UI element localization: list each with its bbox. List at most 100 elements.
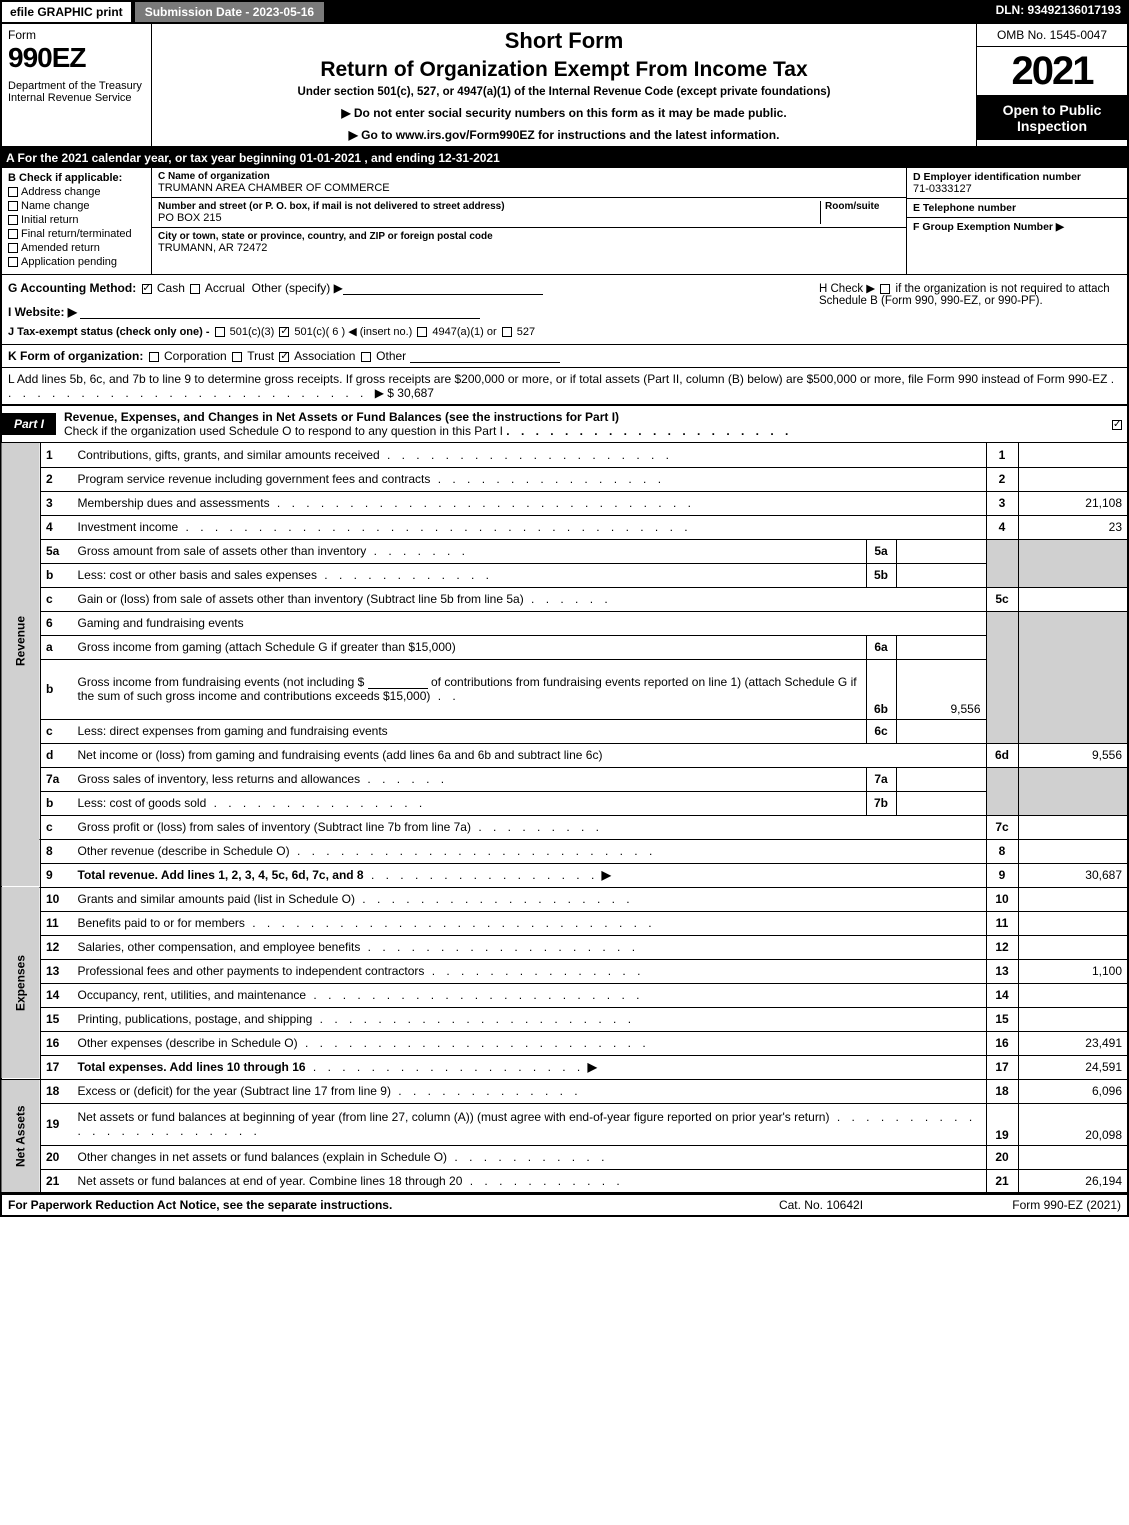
- form-number: 990EZ: [8, 42, 145, 74]
- j-501c3-checkbox[interactable]: [215, 327, 225, 337]
- line-value: 23: [1018, 515, 1128, 539]
- line-desc: Contributions, gifts, grants, and simila…: [73, 443, 987, 467]
- right-line-num: 14: [986, 983, 1018, 1007]
- line-desc: Net assets or fund balances at beginning…: [73, 1103, 987, 1145]
- table-row: Expenses 10 Grants and similar amounts p…: [1, 887, 1128, 911]
- line-num: c: [41, 719, 73, 743]
- b-address-change[interactable]: Address change: [8, 186, 145, 198]
- website-input[interactable]: [80, 305, 480, 319]
- b-opt-label: Final return/terminated: [21, 228, 132, 240]
- sub-line-num: 6c: [866, 719, 896, 743]
- part-i-tab: Part I: [2, 413, 56, 435]
- g-cash-checkbox[interactable]: [142, 284, 152, 294]
- ein-value: 71-0333127: [913, 183, 1121, 195]
- f-label: F Group Exemption Number ▶: [913, 221, 1121, 233]
- j-527-checkbox[interactable]: [502, 327, 512, 337]
- c-name-label: C Name of organization: [158, 171, 900, 182]
- k-other-input[interactable]: [410, 349, 560, 363]
- line-value: [1018, 935, 1128, 959]
- right-line-num: 13: [986, 959, 1018, 983]
- k-corp-checkbox[interactable]: [149, 352, 159, 362]
- line-num: 7a: [41, 767, 73, 791]
- sub-line-value: [896, 719, 986, 743]
- table-row: b Less: cost of goods sold . . . . . . .…: [1, 791, 1128, 815]
- footer-left: For Paperwork Reduction Act Notice, see …: [8, 1198, 721, 1212]
- table-row: 19 Net assets or fund balances at beginn…: [1, 1103, 1128, 1145]
- k-trust-checkbox[interactable]: [232, 352, 242, 362]
- under-section: Under section 501(c), 527, or 4947(a)(1)…: [160, 86, 968, 98]
- b-amended-return[interactable]: Amended return: [8, 242, 145, 254]
- right-line-num: 18: [986, 1079, 1018, 1103]
- page-footer: For Paperwork Reduction Act Notice, see …: [0, 1194, 1129, 1217]
- table-row: c Gross profit or (loss) from sales of i…: [1, 815, 1128, 839]
- org-city: TRUMANN, AR 72472: [158, 242, 900, 254]
- c-city-label: City or town, state or province, country…: [158, 231, 900, 242]
- arrow-icon: ▶: [588, 1060, 597, 1074]
- g-label: G Accounting Method:: [8, 281, 136, 295]
- table-row: a Gross income from gaming (attach Sched…: [1, 635, 1128, 659]
- line-desc: Gaming and fundraising events: [73, 611, 987, 635]
- dln-label: DLN: 93492136017193: [988, 0, 1129, 24]
- sub-line-value: [896, 767, 986, 791]
- line-num: c: [41, 815, 73, 839]
- g-other-input[interactable]: [343, 281, 543, 295]
- return-title: Return of Organization Exempt From Incom…: [160, 58, 968, 82]
- line-desc: Excess or (deficit) for the year (Subtra…: [73, 1079, 987, 1103]
- table-row: d Net income or (loss) from gaming and f…: [1, 743, 1128, 767]
- line-desc: Less: cost or other basis and sales expe…: [73, 563, 867, 587]
- column-c: C Name of organization TRUMANN AREA CHAM…: [152, 168, 907, 274]
- tax-year: 2021: [977, 47, 1127, 96]
- line-desc: Gross sales of inventory, less returns a…: [73, 767, 867, 791]
- line-value: [1018, 887, 1128, 911]
- k-opt-label: Association: [294, 349, 355, 363]
- arrow-icon: ▶: [602, 868, 611, 882]
- h-text1: H Check ▶: [819, 283, 875, 295]
- right-line-num: 20: [986, 1145, 1018, 1169]
- b-name-change[interactable]: Name change: [8, 200, 145, 212]
- h-checkbox[interactable]: [880, 284, 890, 294]
- line-value: 6,096: [1018, 1079, 1128, 1103]
- j-4947-checkbox[interactable]: [417, 327, 427, 337]
- right-line-num: 10: [986, 887, 1018, 911]
- goto-link[interactable]: ▶ Go to www.irs.gov/Form990EZ for instru…: [160, 128, 968, 142]
- b-final-return[interactable]: Final return/terminated: [8, 228, 145, 240]
- k-other-checkbox[interactable]: [361, 352, 371, 362]
- line-num: 14: [41, 983, 73, 1007]
- j-501c-checkbox[interactable]: [279, 327, 289, 337]
- k-assoc-checkbox[interactable]: [279, 352, 289, 362]
- header-left: Form 990EZ Department of the Treasury In…: [2, 24, 152, 146]
- shaded-cell: [986, 611, 1018, 743]
- part-i-table: Revenue 1 Contributions, gifts, grants, …: [0, 443, 1129, 1194]
- line-desc: Less: direct expenses from gaming and fu…: [73, 719, 867, 743]
- right-line-num: 16: [986, 1031, 1018, 1055]
- line-num: 10: [41, 887, 73, 911]
- l-amount: ▶ $ 30,687: [375, 386, 434, 400]
- short-form-title: Short Form: [160, 28, 968, 54]
- sub-line-num: 7a: [866, 767, 896, 791]
- j-tax-status: J Tax-exempt status (check only one) - 5…: [8, 325, 811, 338]
- line-num: b: [41, 791, 73, 815]
- table-row: 6 Gaming and fundraising events: [1, 611, 1128, 635]
- line-desc: Net income or (loss) from gaming and fun…: [73, 743, 987, 767]
- g-accrual-checkbox[interactable]: [190, 284, 200, 294]
- line-num: 16: [41, 1031, 73, 1055]
- b-initial-return[interactable]: Initial return: [8, 214, 145, 226]
- right-line-num: 3: [986, 491, 1018, 515]
- efile-label: efile GRAPHIC print: [0, 0, 133, 24]
- table-row: 13 Professional fees and other payments …: [1, 959, 1128, 983]
- b-opt-label: Amended return: [21, 242, 100, 254]
- part-i-checkbox[interactable]: [1107, 417, 1127, 431]
- line-desc: Grants and similar amounts paid (list in…: [73, 887, 987, 911]
- line-num: b: [41, 659, 73, 719]
- line-value: 20,098: [1018, 1103, 1128, 1145]
- table-row: 3 Membership dues and assessments . . . …: [1, 491, 1128, 515]
- header-right: OMB No. 1545-0047 2021 Open to Public In…: [977, 24, 1127, 146]
- right-line-num: 2: [986, 467, 1018, 491]
- c-room-label: Room/suite: [825, 201, 900, 212]
- b-opt-label: Initial return: [21, 214, 78, 226]
- table-row: 17 Total expenses. Add lines 10 through …: [1, 1055, 1128, 1079]
- line-desc: Total expenses. Add lines 10 through 16 …: [73, 1055, 987, 1079]
- line-value: [1018, 1007, 1128, 1031]
- column-b: B Check if applicable: Address change Na…: [2, 168, 152, 274]
- b-application-pending[interactable]: Application pending: [8, 256, 145, 268]
